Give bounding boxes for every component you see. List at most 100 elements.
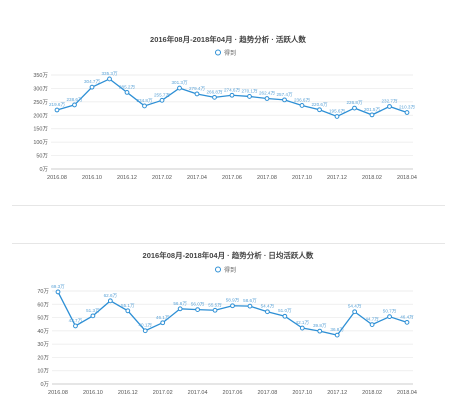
chart-panel-active-users: 2016年08月-2018年04月 · 趋势分析 · 活跃人数 得到 0万 50万 10… <box>10 22 447 194</box>
y-tick-label: 50万 <box>36 153 48 160</box>
y-tick-label: 50万 <box>37 315 49 322</box>
data-label: 257.4万 <box>276 92 292 98</box>
x-tick-label: 2017.02 <box>153 390 173 396</box>
data-point <box>299 325 305 331</box>
data-point <box>54 107 60 113</box>
data-label: 304.7万 <box>84 79 100 85</box>
data-point <box>264 96 270 101</box>
x-tick-label: 2017.08 <box>257 390 277 396</box>
data-point <box>404 319 410 325</box>
data-label: 36.8万 <box>330 327 344 333</box>
chart-panel-daily-active-users: 2016年08月-2018年04月 · 趋势分析 · 日均活跃人数 得到 0万 10万… <box>10 238 447 398</box>
data-label: 39.8万 <box>313 323 327 329</box>
data-label: 266.8万 <box>206 89 222 95</box>
data-label: 54.4万 <box>348 304 362 310</box>
y-tick-label: 0万 <box>39 166 48 173</box>
data-point <box>72 102 77 108</box>
data-label: 285.2万 <box>119 84 135 90</box>
y-tick-label: 300万 <box>33 85 48 92</box>
data-point <box>212 94 217 100</box>
x-tick-label: 2017.04 <box>188 390 208 396</box>
legend-marker-icon <box>215 49 221 56</box>
data-point <box>107 76 112 82</box>
data-point <box>142 103 147 109</box>
data-point <box>89 84 95 90</box>
data-label: 44.7万 <box>365 317 379 323</box>
data-label: 51.0万 <box>278 308 292 314</box>
data-label: 279.4万 <box>189 86 205 92</box>
data-label: 46.1万 <box>156 315 170 321</box>
data-point <box>369 112 375 118</box>
y-tick-label: 250万 <box>33 99 48 106</box>
x-tick-label: 2016.10 <box>82 175 102 181</box>
data-point <box>194 91 200 97</box>
series-line <box>56 78 408 118</box>
data-label: 55.5万 <box>208 302 222 308</box>
x-tick-label: 2016.08 <box>48 390 68 396</box>
data-label: 255.7万 <box>154 92 170 98</box>
data-point <box>177 306 183 312</box>
data-label: 220.6万 <box>311 102 327 108</box>
x-tick-label: 2017.10 <box>292 175 312 181</box>
data-point <box>334 332 340 338</box>
y-tick-label: 0万 <box>40 381 49 388</box>
section-divider <box>12 243 445 244</box>
legend-label: 得到 <box>224 266 236 274</box>
y-tick-label: 60万 <box>37 301 49 308</box>
data-point <box>230 303 235 309</box>
data-label: 270.1万 <box>241 88 257 94</box>
data-point <box>352 105 357 111</box>
x-tick-label: 2016.12 <box>118 390 138 396</box>
y-tick-label: 100万 <box>33 139 48 146</box>
data-label: 236.6万 <box>294 97 310 103</box>
data-label: 219.6万 <box>49 102 65 108</box>
data-point <box>124 90 130 95</box>
x-tick-label: 2017.04 <box>187 175 207 181</box>
data-point <box>73 323 78 329</box>
data-label: 58.6万 <box>243 298 257 304</box>
x-tick-label: 2017.12 <box>327 175 347 181</box>
x-tick-label: 2017.06 <box>222 175 242 181</box>
x-tick-label: 2017.08 <box>257 175 277 181</box>
data-label: 301.3万 <box>171 80 187 86</box>
y-tick-label: 20万 <box>37 354 49 361</box>
data-label: 234.8万 <box>136 98 152 104</box>
x-tick-label: 2017.12 <box>327 390 347 396</box>
data-label: 210.3万 <box>399 105 415 111</box>
data-point <box>282 97 287 103</box>
data-label: 46.4万 <box>400 314 414 320</box>
data-label: 69.3万 <box>51 284 65 290</box>
data-point <box>247 94 252 99</box>
x-tick-label: 2016.08 <box>47 175 67 181</box>
x-tick-label: 2017.02 <box>152 175 172 181</box>
data-point <box>369 322 375 328</box>
data-point <box>159 97 165 103</box>
data-point <box>229 92 235 98</box>
data-point <box>247 303 253 309</box>
x-tick-label: 2016.12 <box>117 175 137 181</box>
x-tick-label: 2018.02 <box>362 175 382 181</box>
data-label: 335.3万 <box>101 71 117 77</box>
data-point <box>90 313 96 319</box>
data-point <box>142 328 148 334</box>
data-point <box>387 314 392 320</box>
data-point <box>107 298 113 304</box>
data-label: 56.6万 <box>173 301 187 307</box>
data-label: 50.7万 <box>383 309 397 315</box>
data-label: 43.7万 <box>69 318 83 324</box>
data-point <box>352 309 358 315</box>
x-tick-label: 2017.06 <box>223 390 243 396</box>
data-label: 54.4万 <box>261 304 275 310</box>
data-point <box>387 104 392 109</box>
x-tick-label: 2018.04 <box>397 175 417 181</box>
data-label: 62.6万 <box>104 293 118 299</box>
data-point <box>282 313 288 319</box>
y-tick-label: 150万 <box>33 126 48 133</box>
x-tick-label: 2016.10 <box>83 390 103 396</box>
data-point <box>160 320 166 326</box>
y-tick-label: 200万 <box>33 112 48 119</box>
y-tick-label: 30万 <box>37 341 49 348</box>
data-label: 58.9万 <box>226 298 240 304</box>
data-point <box>317 328 323 334</box>
